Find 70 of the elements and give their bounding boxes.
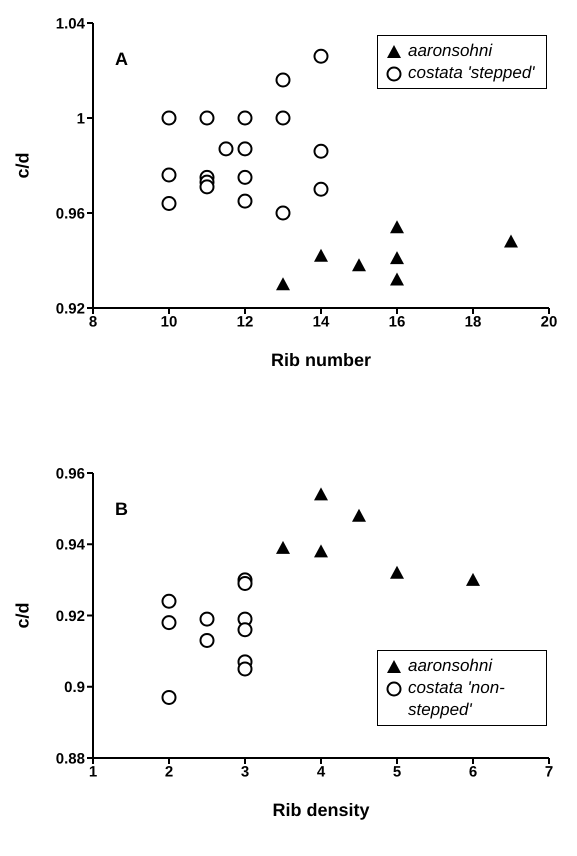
point	[390, 251, 404, 264]
point	[200, 612, 214, 627]
legend-label: costata 'non-stepped'	[408, 677, 506, 721]
point	[276, 206, 290, 220]
point	[162, 196, 176, 211]
y-tick-label: 0.88	[56, 750, 85, 768]
y-tick-label: 0.96	[56, 205, 85, 222]
y-tick-label: 0.92	[56, 608, 85, 625]
x-tick-label: 1	[88, 764, 98, 781]
point	[162, 690, 176, 705]
x-tick-label: 5	[392, 764, 402, 781]
point	[162, 594, 176, 609]
point	[238, 622, 252, 638]
x-tick-label: 18	[464, 314, 482, 331]
point	[238, 141, 252, 156]
x-tick-label: 20	[540, 314, 558, 331]
point	[238, 110, 252, 126]
point	[390, 220, 404, 234]
x-tick-label: 6	[468, 764, 478, 781]
x-tick-label: 12	[236, 314, 254, 331]
point	[276, 110, 290, 126]
y-tick-label: 0.94	[56, 536, 86, 554]
x-tick-label: 16	[388, 314, 406, 331]
point	[162, 168, 176, 182]
y-axis-title: c/d	[12, 602, 32, 629]
point	[162, 110, 176, 126]
legend-label: aaronsohni	[408, 655, 492, 677]
y-tick-label: 0.96	[56, 465, 85, 482]
point	[238, 170, 252, 185]
x-tick-label: 4	[316, 764, 326, 781]
point	[504, 234, 518, 248]
point	[276, 277, 290, 290]
point	[314, 248, 328, 262]
y-axis-title: c/d	[12, 152, 32, 179]
point	[314, 48, 328, 64]
point	[162, 615, 176, 630]
point	[200, 179, 214, 194]
x-axis-title: Rib number	[270, 350, 372, 370]
x-tick-label: 8	[88, 314, 98, 331]
point	[466, 572, 480, 586]
y-tick-label: 0.92	[56, 300, 85, 318]
point	[352, 258, 366, 272]
y-tick-label: 0.9	[64, 679, 85, 696]
legend-label: aaronsohni	[408, 40, 492, 62]
x-tick-label: 2	[164, 764, 174, 781]
point	[390, 272, 404, 286]
annotation: A	[115, 49, 128, 70]
point	[314, 182, 328, 197]
x-axis-title: Rib density	[272, 800, 370, 820]
annotation: B	[115, 499, 128, 520]
point	[276, 540, 290, 554]
point	[238, 194, 252, 209]
point	[200, 110, 214, 126]
y-tick-label: 1.04	[56, 15, 86, 32]
x-tick-label: 7	[544, 764, 554, 781]
point	[276, 72, 290, 88]
point	[352, 508, 366, 522]
point	[314, 487, 328, 500]
point	[238, 576, 252, 591]
y-tick-label: 1	[76, 110, 85, 128]
x-tick-label: 3	[240, 764, 250, 781]
x-tick-label: 14	[312, 314, 330, 331]
legend-label: costata 'stepped'	[408, 62, 535, 84]
point	[314, 544, 328, 558]
point	[390, 566, 404, 579]
point	[314, 144, 328, 159]
point	[238, 661, 252, 676]
point	[218, 141, 234, 156]
x-tick-label: 10	[160, 314, 178, 331]
point	[200, 632, 214, 648]
